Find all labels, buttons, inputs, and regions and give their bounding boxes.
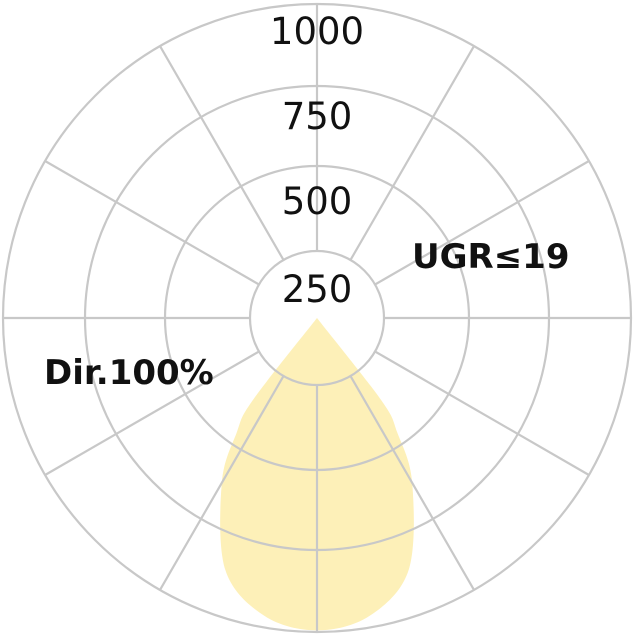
tick-label-1000: 1000	[270, 10, 364, 53]
radial-gridline-1000	[1, 2, 633, 634]
tick-label-500: 500	[282, 180, 353, 223]
angular-gridline-120	[374, 160, 590, 286]
angular-gridline-60	[374, 350, 590, 476]
radial-gridline-500	[163, 164, 471, 472]
tick-label-750: 750	[282, 95, 353, 138]
angular-gridline-150	[349, 45, 475, 261]
ugr-annotation: UGR≤19	[412, 237, 570, 277]
angular-gridline-330	[159, 375, 285, 591]
angular-gridline-240	[44, 160, 260, 286]
radial-gridline-250	[248, 249, 386, 387]
radial-gridline-750	[83, 84, 551, 552]
angular-gridline-30	[349, 375, 475, 591]
angular-gridline-300	[44, 350, 260, 476]
tick-label-250: 250	[282, 268, 353, 311]
angular-gridline-210	[159, 45, 285, 261]
direct-ratio-annotation: Dir.100%	[44, 353, 214, 393]
